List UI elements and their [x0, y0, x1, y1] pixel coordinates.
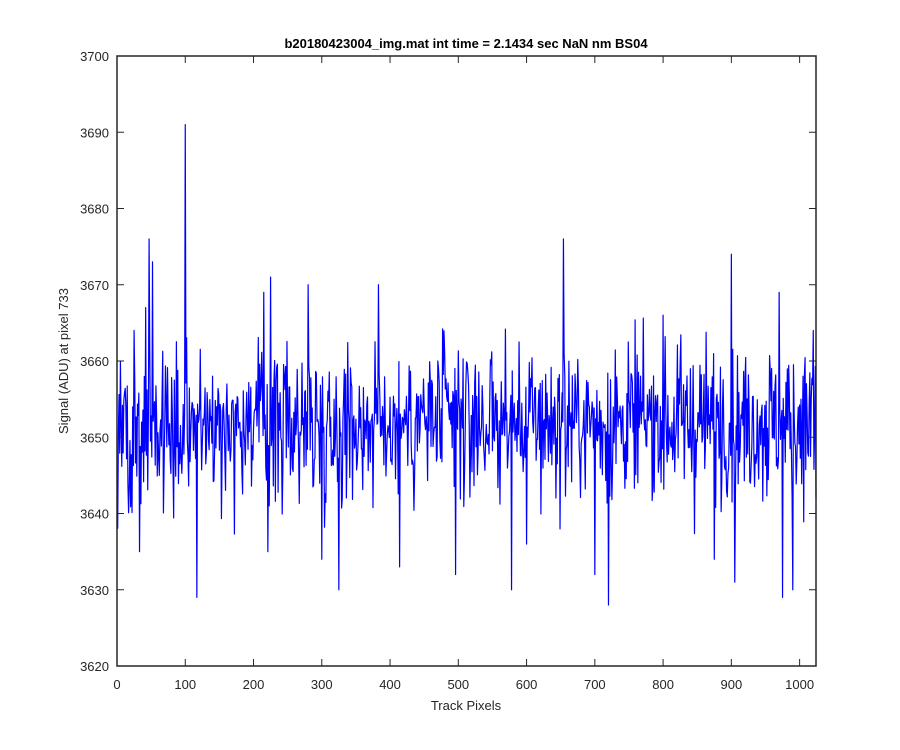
x-axis: 0 100 200 300 400 500 600 700 800 900 1000 [113, 56, 814, 692]
y-tick-label: 3690 [80, 125, 109, 140]
x-tick-label: 500 [447, 677, 469, 692]
series-layer [117, 124, 817, 606]
x-tick-label: 900 [721, 677, 743, 692]
y-tick-label: 3680 [80, 202, 109, 217]
chart-title: b20180423004_img.mat int time = 2.1434 s… [284, 36, 648, 51]
y-tick-label: 3630 [80, 583, 109, 598]
x-axis-label: Track Pixels [431, 698, 502, 713]
y-tick-label: 3650 [80, 430, 109, 445]
x-tick-label: 600 [516, 677, 538, 692]
x-tick-label: 300 [311, 677, 333, 692]
x-tick-label: 700 [584, 677, 606, 692]
y-axis: 3620 3630 3640 3650 3660 3670 3680 3690 3700 [80, 49, 816, 674]
plot-area [117, 56, 816, 666]
y-tick-label: 3620 [80, 659, 109, 674]
series-line [117, 124, 817, 606]
y-tick-label: 3660 [80, 354, 109, 369]
y-tick-label: 3700 [80, 49, 109, 64]
x-tick-label: 1000 [785, 677, 814, 692]
x-tick-label: 100 [174, 677, 196, 692]
x-tick-label: 400 [379, 677, 401, 692]
x-tick-label: 200 [243, 677, 265, 692]
x-tick-label: 800 [652, 677, 674, 692]
y-tick-label: 3640 [80, 507, 109, 522]
y-tick-label: 3670 [80, 278, 109, 293]
y-axis-label: Signal (ADU) at pixel 733 [56, 288, 71, 434]
x-tick-label: 0 [113, 677, 120, 692]
